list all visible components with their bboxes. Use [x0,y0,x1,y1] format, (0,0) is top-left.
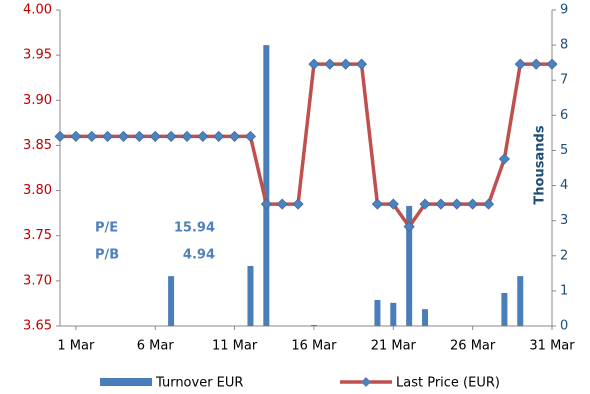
y2-tick-label: 9 [560,3,568,18]
bar [390,302,397,326]
price-marker [117,130,130,142]
x-tick-label: 16 Mar [291,339,337,354]
price-marker [498,153,510,165]
y2-tick-label: 4 [560,178,568,193]
y-tick-label: 3.75 [23,228,52,243]
price-marker [467,198,479,210]
y2-tick-label: 2 [560,248,568,263]
x-tick-label: 1 Mar [57,339,95,354]
legend-swatch [100,378,152,386]
legend-label: Last Price (EUR) [396,376,500,391]
price-marker [197,130,209,142]
y-tick-label: 3.65 [23,319,52,334]
price-marker [435,198,447,210]
y2-tick-label: 0 [560,319,568,334]
bar [501,292,508,326]
price-marker [403,221,415,233]
bar [517,276,524,326]
price-marker [482,198,495,210]
price-marker [419,198,431,210]
y2-axis-title: Thousands [533,125,548,204]
bar [263,45,270,326]
price-marker [546,58,558,70]
y-tick-label: 4.00 [23,3,52,18]
x-tick-label: 11 Mar [212,339,258,354]
annotation-value: 15.94 [174,221,215,236]
price-marker [514,58,526,70]
price-marker [229,130,241,142]
price-marker [54,130,66,142]
bar [310,324,317,326]
y-tick-label: 3.70 [23,273,52,288]
x-tick-label: 21 Mar [371,339,417,354]
price-marker [133,130,145,142]
price-marker [451,198,463,210]
bar [374,300,381,326]
price-marker [244,130,257,142]
y2-tick-label: 1 [560,283,568,298]
price-marker [292,198,304,210]
bar [406,205,413,326]
price-marker [260,198,272,210]
price-marker [530,58,542,70]
price-marker [149,130,161,142]
y2-tick-label: 8 [560,38,568,53]
price-marker [70,130,82,142]
y-tick-label: 3.85 [23,138,52,153]
y-tick-label: 3.90 [23,93,52,108]
bar [168,276,175,326]
price-marker [308,58,320,70]
price-marker [355,58,368,70]
y-tick-label: 3.80 [23,183,52,198]
y2-tick-label: 5 [560,143,568,158]
price-marker [165,130,177,142]
legend-swatch [361,377,371,387]
legend-label: Turnover EUR [155,376,243,391]
annotation-value: 4.94 [183,248,215,263]
bar [422,309,429,326]
bar [247,265,254,326]
price-marker [340,58,352,70]
annotation-label: P/B [95,248,119,263]
y2-tick-label: 7 [560,73,568,88]
price-marker [181,130,193,142]
y2-tick-label: 3 [560,213,568,228]
price-marker [276,198,288,210]
price-marker [387,198,399,210]
price-line [60,62,552,230]
y-tick-label: 3.95 [23,48,52,63]
price-marker [371,198,383,210]
x-tick-label: 31 Mar [529,339,575,354]
price-marker [324,58,336,70]
price-marker [102,130,114,142]
y2-tick-label: 6 [560,108,568,123]
x-tick-label: 26 Mar [450,339,496,354]
price-marker [86,130,98,142]
annotation-label: P/E [95,221,118,236]
price-marker [213,130,225,142]
x-tick-label: 6 Mar [137,339,175,354]
